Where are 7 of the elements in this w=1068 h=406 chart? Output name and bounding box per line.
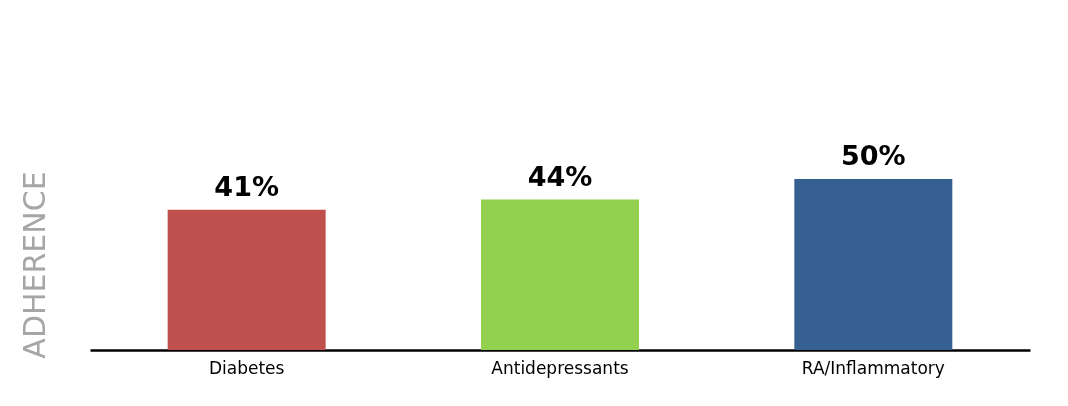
x-tick-label: RA/Inflammatory: [801, 357, 945, 378]
x-tick-label: Diabetes: [208, 357, 285, 378]
data-label: 44%: [527, 160, 593, 192]
x-tick-label: Antidepressants: [491, 357, 629, 378]
data-label: 50%: [841, 140, 906, 171]
y-axis-title: ADHERENCE: [16, 171, 52, 359]
data-label: 41%: [214, 170, 279, 202]
